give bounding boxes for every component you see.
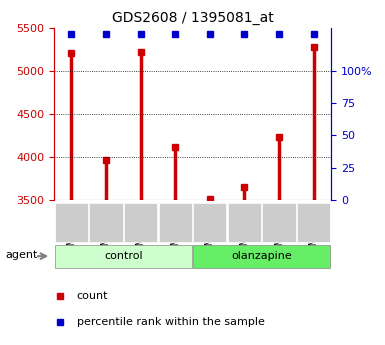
FancyBboxPatch shape xyxy=(55,203,88,243)
FancyBboxPatch shape xyxy=(193,203,226,243)
FancyBboxPatch shape xyxy=(297,203,330,243)
Text: olanzapine: olanzapine xyxy=(231,251,292,261)
FancyBboxPatch shape xyxy=(55,245,192,268)
Text: control: control xyxy=(104,251,142,261)
Text: percentile rank within the sample: percentile rank within the sample xyxy=(77,317,264,327)
Title: GDS2608 / 1395081_at: GDS2608 / 1395081_at xyxy=(112,11,273,25)
FancyBboxPatch shape xyxy=(89,203,122,243)
FancyBboxPatch shape xyxy=(159,203,192,243)
FancyBboxPatch shape xyxy=(263,203,296,243)
Text: count: count xyxy=(77,291,108,301)
FancyBboxPatch shape xyxy=(193,245,330,268)
FancyBboxPatch shape xyxy=(124,203,157,243)
FancyBboxPatch shape xyxy=(228,203,261,243)
Text: agent: agent xyxy=(5,250,38,260)
